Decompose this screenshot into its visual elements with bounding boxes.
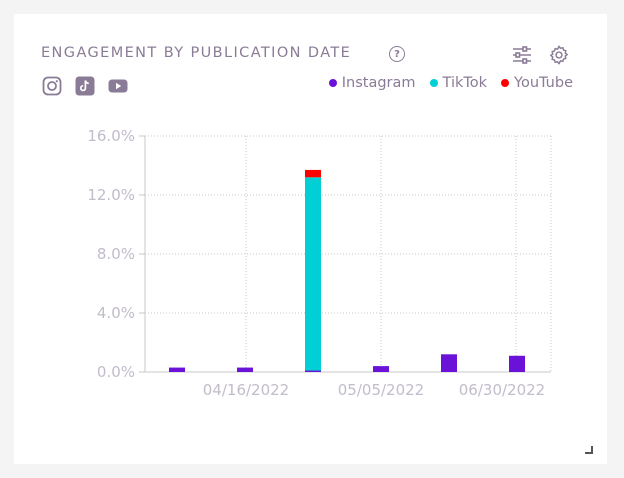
legend-dot-youtube <box>501 79 510 87</box>
x-tick-label: 05/05/2022 <box>338 381 424 399</box>
legend-item-youtube[interactable]: YouTube <box>501 75 573 91</box>
youtube-icon[interactable] <box>108 76 128 96</box>
bar-instagram-4 <box>441 354 457 372</box>
y-tick-label: 8.0% <box>97 245 135 263</box>
widget-title: ENGAGEMENT BY PUBLICATION DATE <box>41 45 352 61</box>
resize-handle[interactable] <box>585 446 593 454</box>
bar-instagram-0 <box>169 367 185 372</box>
x-tick-label: 04/16/2022 <box>203 381 289 399</box>
engagement-widget: ENGAGEMENT BY PUBLICATION DATE ? Instagr… <box>14 14 607 464</box>
tiktok-icon[interactable] <box>75 76 95 96</box>
legend-item-tiktok[interactable]: TikTok <box>429 75 488 91</box>
legend-label-tiktok: TikTok <box>442 75 488 91</box>
x-tick-label: 06/30/2022 <box>459 381 545 399</box>
legend-label-instagram: Instagram <box>341 75 416 91</box>
engagement-chart: 16.0% 12.0% 8.0% 4.0% 0.0% 04/16/2022 05/05/20… <box>87 127 552 399</box>
y-tick-label: 16.0% <box>87 127 135 145</box>
y-tick-label: 4.0% <box>97 304 135 322</box>
bar-instagram-2 <box>305 370 321 372</box>
bar-instagram-1 <box>237 367 253 372</box>
sliders-icon[interactable] <box>511 44 533 66</box>
y-tick-label: 0.0% <box>97 363 135 381</box>
question-circle-icon[interactable]: ? <box>389 46 405 62</box>
chart-legend: Instagram TikTok YouTube <box>328 75 573 91</box>
bar-tiktok-2 <box>305 177 321 371</box>
legend-dot-tiktok <box>429 79 438 87</box>
gear-icon[interactable] <box>548 44 570 66</box>
legend-dot-instagram <box>328 79 337 87</box>
bar-youtube-2 <box>305 169 321 178</box>
legend-item-instagram[interactable]: Instagram <box>328 75 416 91</box>
instagram-icon[interactable] <box>42 76 62 96</box>
y-tick-label: 12.0% <box>87 186 135 204</box>
legend-label-youtube: YouTube <box>514 75 573 91</box>
bar-instagram-3 <box>373 366 389 372</box>
bar-instagram-5 <box>509 355 525 372</box>
